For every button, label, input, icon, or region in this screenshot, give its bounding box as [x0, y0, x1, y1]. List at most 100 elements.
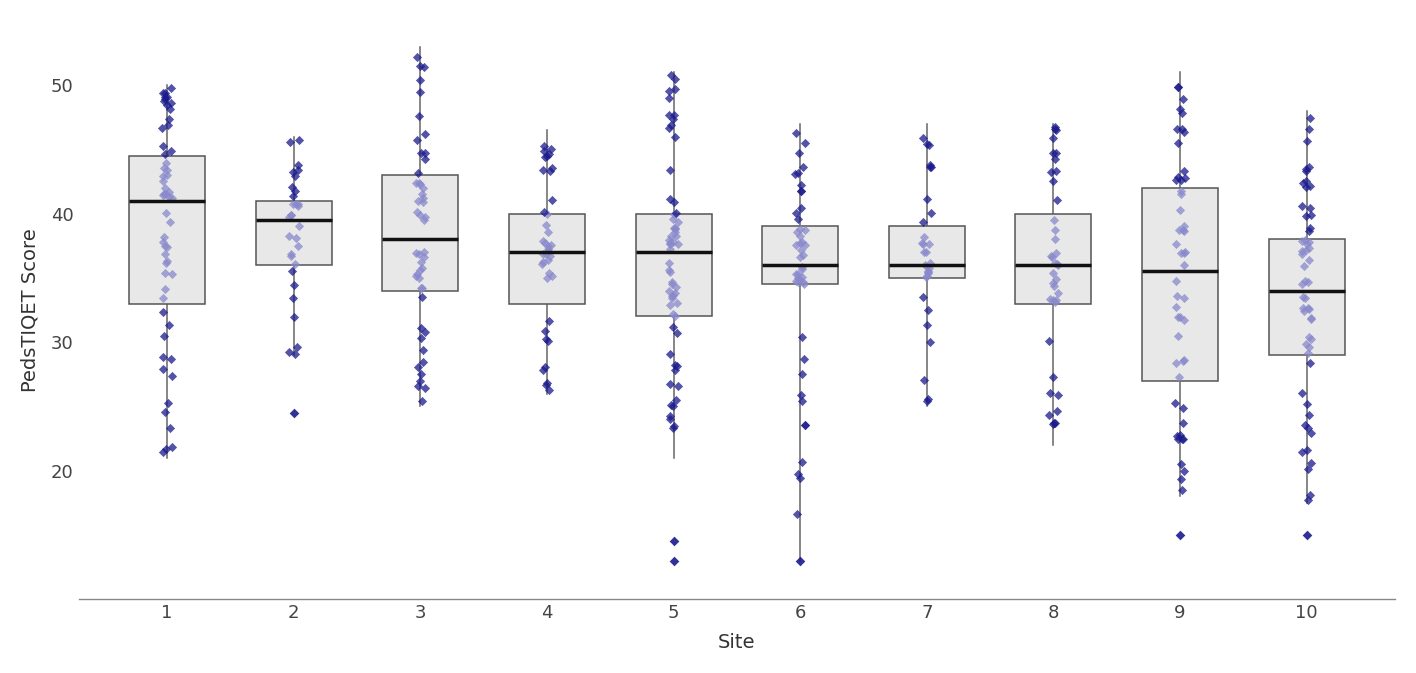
Point	[658, 267, 681, 277]
Point	[660, 400, 683, 411]
Point	[1170, 186, 1192, 197]
Point	[793, 419, 816, 430]
Point	[532, 207, 555, 217]
Point	[1046, 390, 1069, 400]
Point	[1164, 239, 1187, 250]
Point	[784, 275, 807, 286]
Point	[1172, 466, 1195, 476]
Point	[1042, 148, 1065, 159]
Point	[1296, 444, 1318, 455]
Point	[661, 309, 684, 320]
Point	[787, 214, 810, 225]
Point	[1300, 334, 1323, 345]
Point	[413, 246, 436, 257]
Point	[912, 292, 935, 303]
Point	[1039, 167, 1062, 178]
Point	[1291, 291, 1314, 302]
Point	[664, 73, 687, 84]
Point	[531, 258, 554, 269]
Point	[1297, 277, 1320, 287]
Point	[160, 98, 183, 108]
Point	[1171, 485, 1194, 495]
Point	[283, 171, 306, 182]
Point	[408, 111, 430, 122]
Point	[1171, 356, 1194, 367]
Point	[154, 248, 177, 259]
Point	[1296, 181, 1318, 192]
Point	[664, 227, 687, 238]
Point	[537, 246, 559, 256]
Point	[667, 217, 690, 227]
Point	[412, 214, 435, 225]
Point	[413, 211, 436, 222]
Point	[915, 271, 937, 282]
Point	[539, 240, 562, 250]
Point	[1298, 223, 1321, 234]
Point	[1297, 332, 1320, 343]
Point	[1165, 174, 1188, 185]
Point	[1172, 315, 1195, 326]
Point	[1042, 132, 1065, 143]
Point	[1044, 148, 1066, 159]
Point	[541, 162, 564, 173]
Point	[535, 380, 558, 390]
Point	[1300, 313, 1323, 324]
Point	[287, 135, 310, 145]
Point	[152, 446, 174, 457]
Point	[538, 250, 561, 261]
Point	[1170, 188, 1192, 199]
Point	[1300, 458, 1323, 468]
Point	[531, 164, 554, 175]
Point	[664, 395, 687, 406]
Point	[1168, 312, 1191, 323]
Point	[1165, 357, 1188, 368]
Point	[1298, 357, 1321, 368]
Point	[1291, 236, 1314, 246]
Point	[658, 238, 681, 248]
Point	[919, 207, 942, 218]
Point	[786, 469, 809, 480]
Point	[408, 376, 430, 386]
Point	[1297, 254, 1320, 265]
Point	[1044, 233, 1066, 244]
Point	[784, 127, 807, 138]
Point	[666, 231, 688, 242]
Point	[1294, 339, 1317, 349]
Point	[535, 272, 558, 283]
Point	[789, 147, 811, 158]
Y-axis label: PedsTIQET Score: PedsTIQET Score	[21, 228, 40, 392]
Point	[538, 384, 561, 395]
Point	[1297, 464, 1320, 474]
Point	[916, 139, 939, 149]
Point	[1039, 388, 1062, 398]
Point	[282, 167, 304, 178]
Point	[156, 208, 178, 219]
Point	[657, 285, 680, 296]
Point	[406, 361, 429, 372]
Point	[664, 287, 687, 298]
Point	[664, 83, 687, 94]
Point	[1174, 247, 1197, 258]
Point	[1298, 181, 1321, 192]
Point	[1167, 123, 1189, 134]
Point	[792, 236, 814, 247]
Point	[792, 272, 814, 283]
Bar	[1141, 188, 1218, 381]
Point	[1291, 201, 1314, 211]
Point	[159, 217, 181, 228]
Point	[790, 395, 813, 406]
Point	[537, 316, 559, 326]
Point	[1041, 176, 1063, 186]
Point	[789, 238, 811, 248]
Point	[1296, 423, 1318, 433]
Point	[657, 123, 680, 134]
Point	[1172, 293, 1195, 304]
Point	[412, 193, 435, 204]
Point	[915, 247, 937, 258]
Point	[409, 74, 432, 85]
Point	[657, 257, 680, 268]
Point	[1164, 302, 1187, 312]
Point	[413, 326, 436, 337]
Point	[152, 176, 174, 186]
Point	[661, 213, 684, 224]
